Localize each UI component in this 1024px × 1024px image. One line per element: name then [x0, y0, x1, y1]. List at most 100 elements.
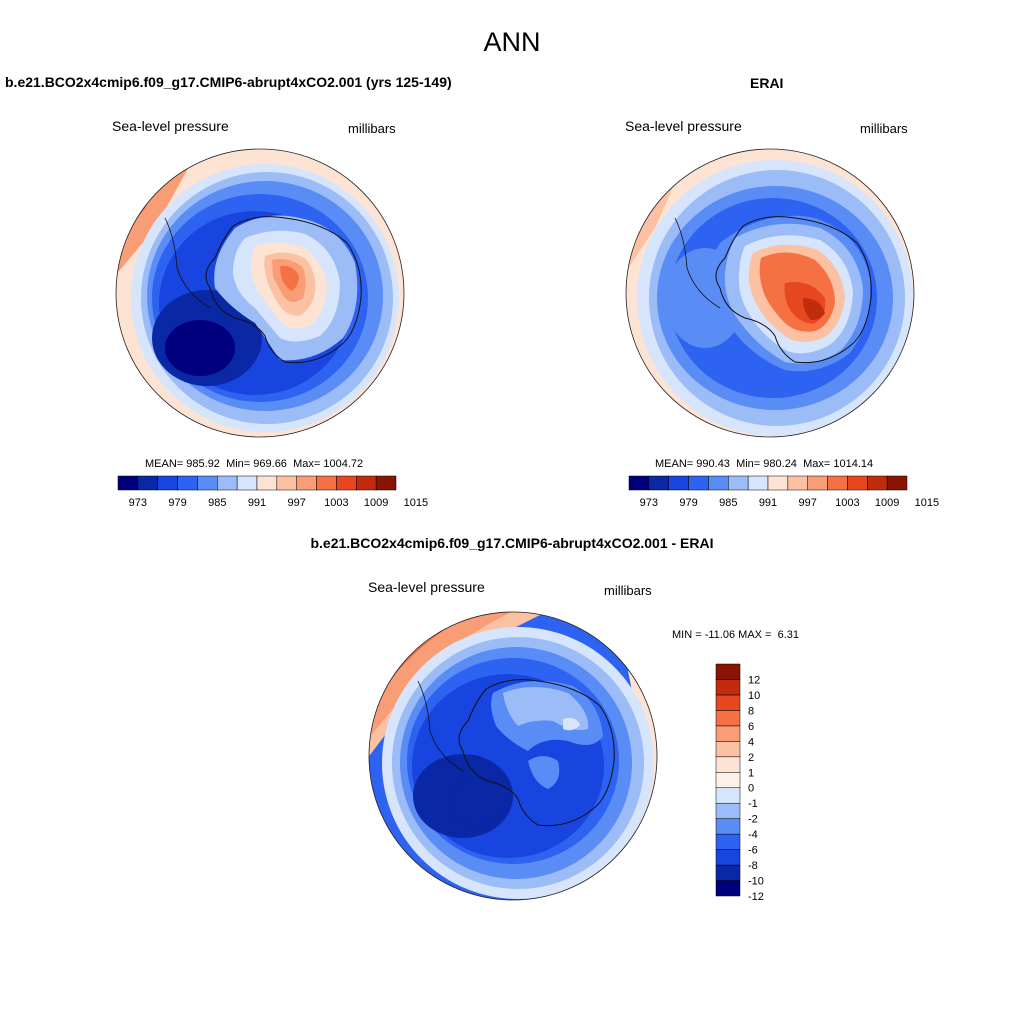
- obs-colorbar-swatch: [688, 475, 709, 491]
- main-title: ANN: [483, 27, 541, 57]
- model-colorbar-tick-label: 1003: [324, 497, 348, 509]
- diff-colorbar-swatch: [715, 772, 741, 788]
- obs-colorbar-swatch: [807, 475, 828, 491]
- obs-colorbar-swatch: [847, 475, 868, 491]
- model-mean-value: 985.92: [186, 458, 220, 470]
- model-colorbar-tick-label: 1015: [404, 497, 428, 509]
- model-colorbar-swatch: [137, 475, 158, 491]
- model-colorbar-swatch: [256, 475, 278, 491]
- model-polar-map: [115, 148, 405, 438]
- obs-colorbar-tick-label: 1003: [835, 497, 859, 509]
- obs-units-label: millibars: [860, 121, 908, 136]
- diff-colorbar-swatch: [715, 725, 741, 742]
- model-max-value: 1004.72: [323, 458, 364, 470]
- model-field-label: Sea-level pressure: [112, 118, 229, 134]
- diff-panel-title: b.e21.BCO2x4cmip6.f09_g17.CMIP6-abrupt4x…: [310, 535, 714, 551]
- model-colorbar-tick-label: 1009: [364, 497, 388, 509]
- diff-colorbar-tick-label: -6: [748, 845, 758, 857]
- model-colorbar-tick-label: 997: [288, 497, 306, 509]
- model-colorbar-swatch: [157, 475, 178, 491]
- model-min-label: Min=: [226, 458, 251, 470]
- obs-max-label: Max=: [803, 458, 831, 470]
- diff-colorbar-tick-label: 10: [748, 690, 760, 702]
- model-colorbar-tick-label: 979: [168, 497, 186, 509]
- diff-colorbar-swatch: [715, 818, 741, 835]
- obs-colorbar-tick-label: 991: [759, 497, 777, 509]
- model-max-label: Max=: [293, 458, 321, 470]
- model-units-label: millibars: [348, 121, 396, 136]
- model-colorbar-swatch: [236, 475, 258, 491]
- obs-mean-label: MEAN=: [655, 458, 694, 470]
- model-stats-line: MEAN= 985.92 Min= 969.66 Max= 1004.72: [145, 458, 363, 470]
- model-colorbar-swatch: [336, 475, 357, 491]
- model-min-value: 969.66: [253, 458, 287, 470]
- diff-colorbar-swatch: [715, 864, 741, 881]
- diff-colorbar-swatch: [715, 694, 741, 711]
- diff-colorbar-tick-label: -4: [748, 829, 758, 841]
- obs-colorbar-swatch: [767, 475, 789, 491]
- model-panel-title: b.e21.BCO2x4cmip6.f09_g17.CMIP6-abrupt4x…: [5, 74, 452, 90]
- diff-colorbar-tick-label: 4: [748, 736, 754, 748]
- obs-colorbar-swatch: [886, 475, 908, 491]
- diff-colorbar-tick-label: 2: [748, 752, 754, 764]
- model-colorbar-tick-label: 991: [248, 497, 266, 509]
- diff-colorbar-tick-label: -1: [748, 798, 758, 810]
- obs-colorbar-tick-label: 1009: [875, 497, 899, 509]
- diff-colorbar-tick-label: 0: [748, 783, 754, 795]
- diff-colorbar-swatch: [715, 663, 741, 680]
- obs-min-label: Min=: [736, 458, 761, 470]
- model-colorbar-swatch: [217, 475, 238, 491]
- model-colorbar-swatch: [276, 475, 297, 491]
- diff-colorbar-tick-label: -8: [748, 860, 758, 872]
- model-colorbar-swatch: [117, 475, 139, 491]
- obs-max-value: 1014.14: [833, 458, 874, 470]
- diff-min-label: MIN =: [672, 629, 702, 641]
- model-colorbar-swatch: [177, 475, 198, 491]
- diff-colorbar-swatch: [715, 679, 741, 696]
- obs-stats-line: MEAN= 990.43 Min= 980.24 Max= 1014.14: [655, 458, 873, 470]
- obs-colorbar-swatch: [648, 475, 669, 491]
- obs-colorbar-swatch: [728, 475, 749, 491]
- model-colorbar-tick-label: 985: [208, 497, 226, 509]
- obs-colorbar-tick-label: 1015: [915, 497, 939, 509]
- obs-polar-map: [625, 148, 915, 438]
- obs-field-label: Sea-level pressure: [625, 118, 742, 134]
- diff-colorbar-swatch: [715, 880, 741, 897]
- obs-colorbar-swatch: [827, 475, 848, 491]
- diff-colorbar-swatch: [715, 710, 741, 727]
- model-colorbar-swatch: [197, 475, 218, 491]
- diff-colorbar-swatch: [715, 802, 741, 819]
- diff-colorbar-tick-label: 8: [748, 705, 754, 717]
- diff-colorbar-tick-label: 1: [748, 767, 754, 779]
- diff-minmax-line: MIN = -11.06 MAX = 6.31: [672, 629, 799, 641]
- diff-colorbar-swatch: [715, 849, 741, 866]
- obs-mean-value: 990.43: [696, 458, 730, 470]
- model-colorbar-swatch: [375, 475, 397, 491]
- obs-colorbar: 973 979 985 991 997 1003 1009 1015: [628, 475, 939, 509]
- obs-colorbar-tick-label: 985: [719, 497, 737, 509]
- model-colorbar: 973 979 985 991 997 1003 1009 1015: [117, 475, 428, 509]
- obs-colorbar-tick-label: 979: [679, 497, 697, 509]
- diff-colorbar-swatch: [715, 741, 741, 758]
- diff-colorbar-tick-label: -2: [748, 814, 758, 826]
- diff-polar-map: [368, 611, 658, 901]
- obs-panel-title: ERAI: [750, 75, 784, 91]
- obs-colorbar-tick-label: 973: [640, 497, 658, 509]
- obs-colorbar-swatch: [867, 475, 888, 491]
- model-colorbar-swatch: [356, 475, 377, 491]
- obs-colorbar-swatch: [668, 475, 689, 491]
- diff-colorbar-swatch: [715, 833, 741, 850]
- obs-colorbar-swatch: [747, 475, 769, 491]
- diff-field-label: Sea-level pressure: [368, 579, 485, 595]
- diff-units-label: millibars: [604, 583, 652, 598]
- diff-max-label: MAX =: [738, 629, 772, 641]
- obs-colorbar-swatch: [628, 475, 650, 491]
- diff-colorbar-tick-label: 6: [748, 721, 754, 733]
- obs-min-value: 980.24: [763, 458, 797, 470]
- model-colorbar-swatch: [296, 475, 317, 491]
- diff-colorbar-tick-label: -10: [748, 876, 764, 888]
- obs-colorbar-swatch: [787, 475, 808, 491]
- diff-colorbar-tick-label: 12: [748, 674, 760, 686]
